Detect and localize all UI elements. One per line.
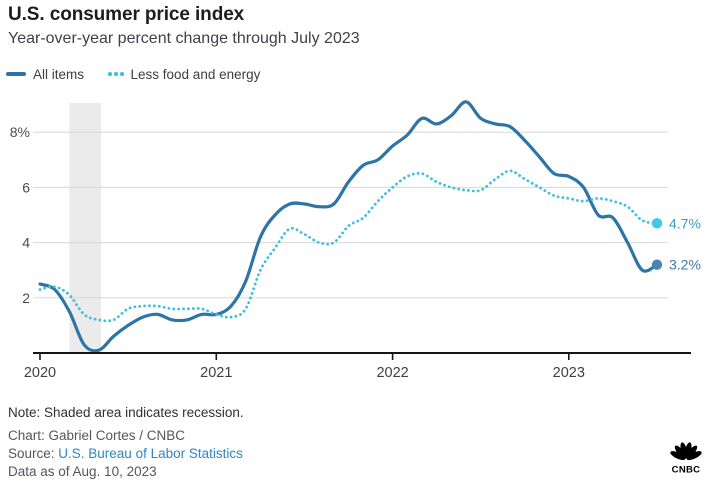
cnbc-logo-text: CNBC <box>672 465 701 475</box>
end-marker <box>651 218 663 229</box>
line-all-items <box>38 100 659 353</box>
y-axis-label: 2 <box>22 290 30 306</box>
footer-source: Source: U.S. Bureau of Labor Statistics <box>8 445 244 463</box>
legend: All items Less food and energy <box>6 66 284 82</box>
cnbc-logo: CNBC <box>670 442 702 475</box>
x-axis-label: 2022 <box>376 365 408 381</box>
end-value-label: 3.2% <box>669 257 701 273</box>
footer-asof: Data as of Aug. 10, 2023 <box>8 464 157 479</box>
solid-line-swatch-icon <box>6 72 26 76</box>
end-marker <box>651 259 663 270</box>
y-axis-label: 4 <box>22 235 30 251</box>
dotted-line-swatch-icon <box>108 72 124 76</box>
footer-notes: Note: Shaded area indicates recession. C… <box>8 404 244 479</box>
legend-label: All items <box>33 66 85 82</box>
footer-credit: Chart: Gabriel Cortes / CNBC <box>8 428 186 443</box>
peacock-icon <box>670 442 702 461</box>
legend-label: Less food and energy <box>130 66 261 82</box>
x-axis-label: 2023 <box>553 365 585 381</box>
recession-band <box>69 103 101 353</box>
x-axis-label: 2021 <box>200 365 232 381</box>
cpi-line-chart: 8% 6 4 2 2020 2021 2022 2023 3.2% 4.7% <box>10 100 701 381</box>
footer-note: Note: Shaded area indicates recession. <box>8 405 244 420</box>
source-link[interactable]: U.S. Bureau of Labor Statistics <box>58 446 243 461</box>
footer-source-label: Source: <box>8 446 59 461</box>
x-axis-label: 2020 <box>24 365 56 381</box>
legend-item-less-food-energy: Less food and energy <box>108 67 260 82</box>
page-subtitle: Year-over-year percent change through Ju… <box>8 30 360 47</box>
end-value-label: 4.7% <box>669 215 701 231</box>
y-axis-label: 8% <box>10 124 30 140</box>
y-axis-label: 6 <box>22 179 30 195</box>
line-less-food-and-energy <box>38 169 659 323</box>
legend-item-all-items: All items <box>6 67 84 82</box>
page-title: U.S. consumer price index <box>8 4 245 25</box>
